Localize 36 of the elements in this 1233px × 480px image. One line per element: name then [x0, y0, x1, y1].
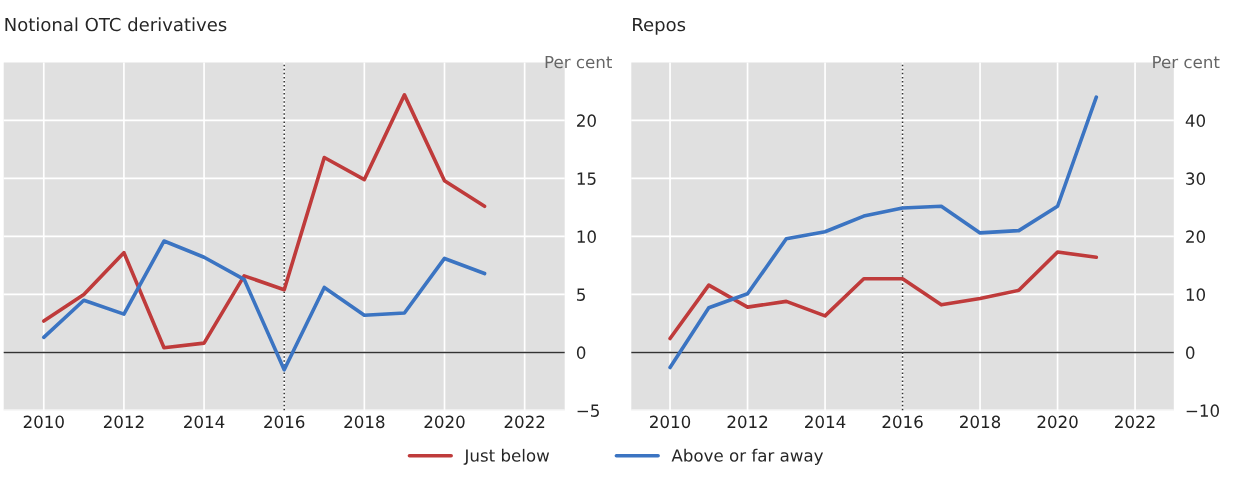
y-axis-title: Per cent	[545, 55, 612, 69]
y-tick-label: 5	[577, 288, 585, 301]
line-series	[41, 239, 487, 372]
y-tick-label: 10	[577, 230, 596, 243]
x-tick-label: 2020	[424, 415, 465, 429]
y-tick-label: 30	[1186, 172, 1206, 185]
y-tick-label: 20	[577, 114, 596, 127]
x-tick-label: 2016	[264, 415, 305, 429]
y-tick-label: 0	[1186, 346, 1195, 359]
y-tick-label: 20	[1186, 230, 1206, 243]
x-tick-label: 2018	[960, 415, 1001, 429]
legend-label: Above or far away	[671, 448, 824, 465]
line-series	[668, 95, 1099, 370]
x-tick-label: 2018	[344, 415, 385, 429]
x-tick-label: 2012	[727, 415, 768, 429]
y-tick-label: 0	[576, 346, 586, 359]
x-tick-label: 2012	[103, 415, 144, 429]
x-tick-label: 2010	[650, 415, 691, 429]
x-tick-label: 2014	[184, 415, 225, 429]
x-tick-label: 2020	[1037, 415, 1078, 429]
chart-title: Repos	[633, 17, 686, 35]
y-tick-label: 10	[1186, 288, 1206, 301]
x-tick-label: 2010	[23, 415, 64, 429]
x-tick-label: 2014	[805, 415, 846, 429]
y-tick-label: 40	[1185, 114, 1206, 127]
x-tick-label: 2016	[882, 415, 923, 429]
y-tick-label: −10	[1186, 404, 1219, 417]
line-series	[668, 250, 1099, 341]
y-tick-label: −5	[577, 404, 599, 417]
y-axis-title: Per cent	[1153, 55, 1220, 69]
x-tick-label: 2022	[504, 415, 545, 429]
legend-label: Just below	[463, 448, 550, 465]
chart-title: Notional OTC derivatives	[5, 17, 227, 32]
line-series	[41, 93, 487, 350]
y-tick-label: 15	[577, 172, 596, 185]
x-tick-label: 2022	[1115, 415, 1155, 429]
